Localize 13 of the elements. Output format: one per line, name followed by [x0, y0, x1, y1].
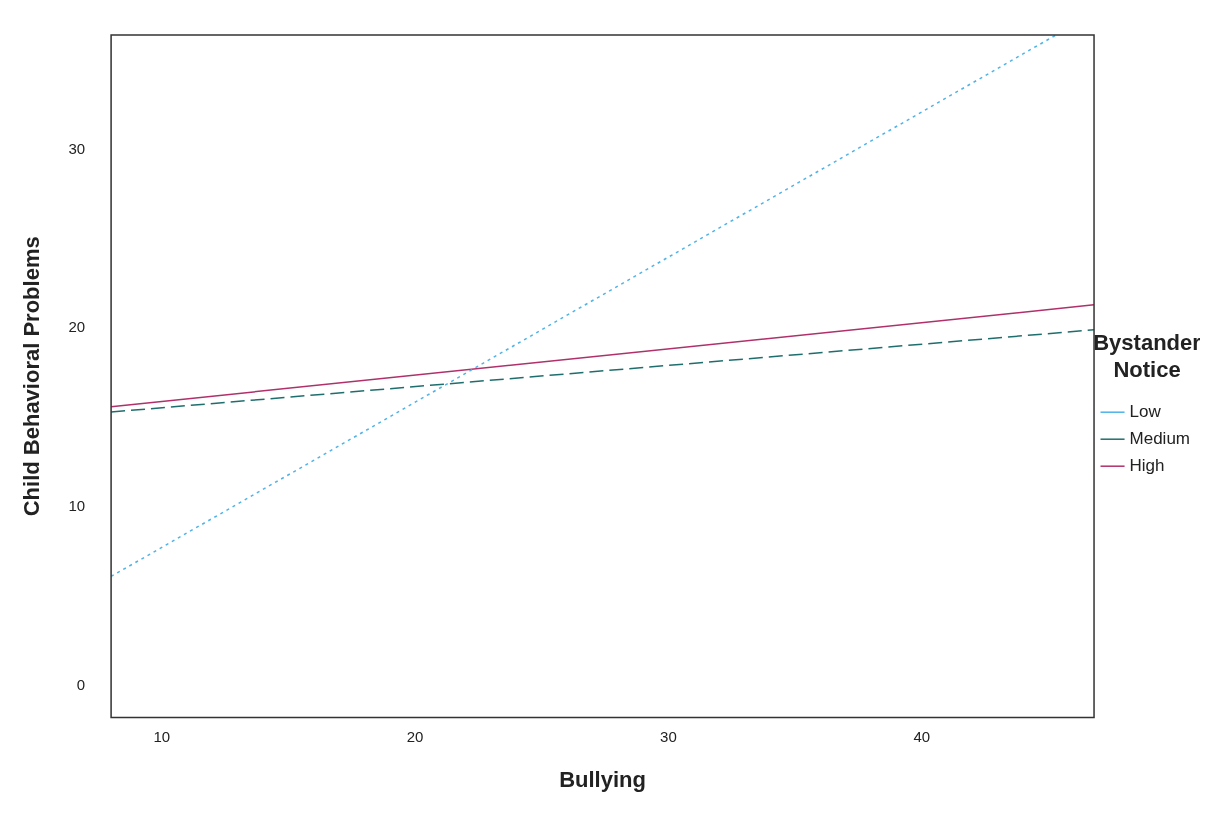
x-tick-label: 40	[913, 727, 931, 745]
y-axis-title: Child Behavioral Problems	[19, 236, 45, 517]
x-tick-label: 30	[660, 727, 677, 745]
legend-label: High	[1129, 455, 1165, 475]
x-axis-title: Bullying	[559, 766, 646, 792]
y-tick-label: 0	[76, 675, 86, 693]
y-tick-label: 30	[68, 139, 86, 157]
y-tick-label: 10	[68, 496, 86, 514]
x-tick-label: 10	[153, 727, 171, 745]
legend-label: Medium	[1129, 428, 1191, 448]
x-tick-label: 20	[406, 727, 424, 745]
legend-label: Low	[1129, 401, 1162, 421]
y-tick-label: 20	[68, 318, 86, 336]
